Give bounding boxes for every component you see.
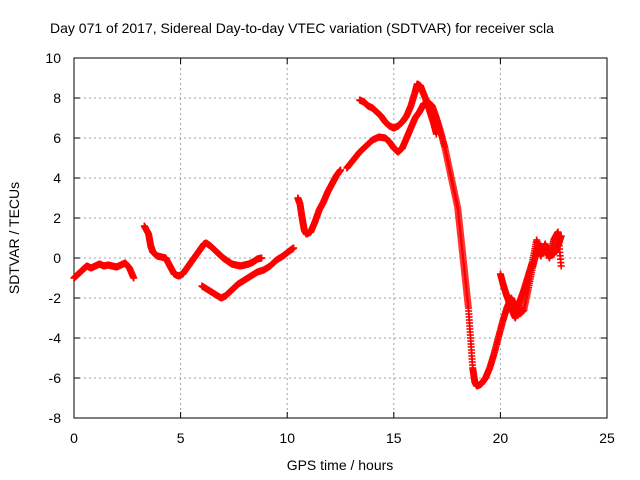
y-tick-label: -6 (49, 370, 62, 386)
data-point (130, 274, 138, 282)
y-tick-label: 6 (53, 130, 61, 146)
x-axis-label: GPS time / hours (287, 457, 394, 473)
y-tick-label: 0 (53, 250, 61, 266)
y-axis-label: SDTVAR / TECUs (6, 182, 22, 294)
y-tick-label: 8 (53, 90, 61, 106)
x-tick-label: 15 (386, 430, 402, 446)
y-tick-label: -4 (49, 330, 62, 346)
data-point (432, 130, 440, 138)
x-tick-label: 0 (70, 430, 78, 446)
x-tick-label: 5 (177, 430, 185, 446)
axis-ticks (73, 57, 608, 419)
grid-lines (74, 58, 607, 418)
y-tick-label: -2 (49, 290, 62, 306)
data-point (258, 254, 266, 262)
x-tick-labels: 0 5 10 15 20 25 (70, 430, 615, 446)
y-tick-label: 10 (45, 50, 61, 66)
x-tick-label: 25 (599, 430, 615, 446)
y-tick-labels: -8 -6 -4 -2 0 2 4 6 8 10 (45, 50, 61, 426)
x-tick-label: 10 (279, 430, 295, 446)
plot-frame (73, 57, 608, 419)
y-tick-label: 4 (53, 170, 61, 186)
chart-title: Day 071 of 2017, Sidereal Day-to-day VTE… (50, 20, 554, 36)
data-point (337, 166, 344, 174)
y-tick-label: 2 (53, 210, 61, 226)
data-point (557, 262, 565, 270)
y-tick-label: -8 (49, 410, 62, 426)
data-point (290, 244, 298, 252)
x-tick-label: 20 (493, 430, 509, 446)
data-points (70, 80, 565, 390)
